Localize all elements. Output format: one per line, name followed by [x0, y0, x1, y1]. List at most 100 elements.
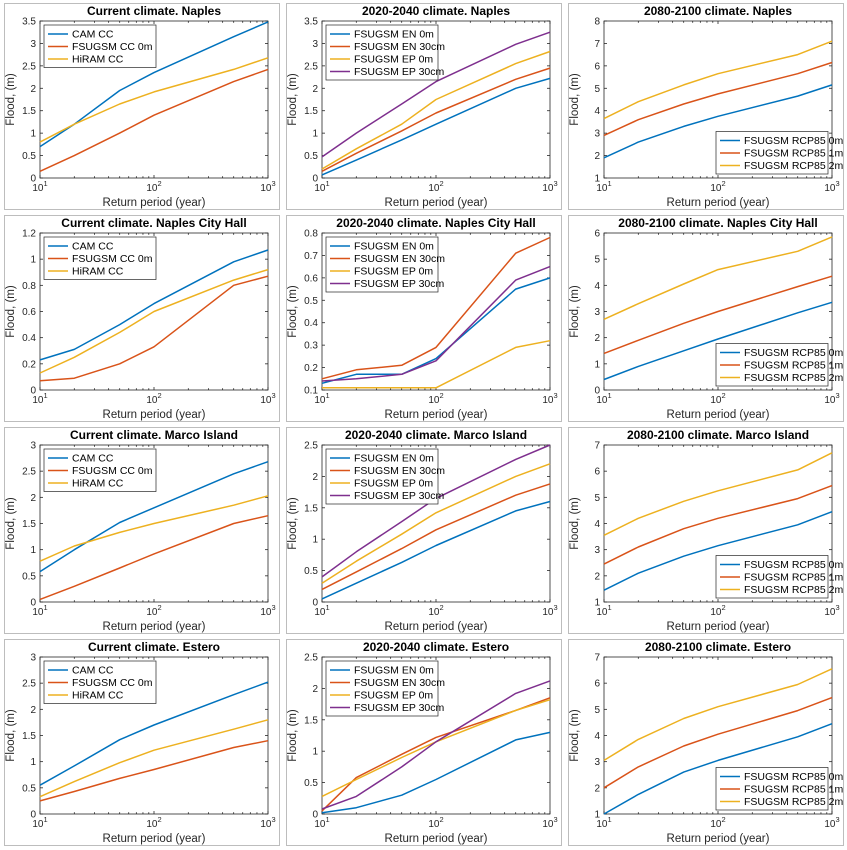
series-line-2	[39, 68, 269, 172]
series-line-1	[39, 681, 269, 786]
x-tick-label: 101	[314, 815, 329, 830]
legend-label: FSUGSM EN 0m	[354, 665, 434, 677]
y-tick-label: 2.5	[304, 441, 318, 452]
series-line-3	[321, 698, 551, 798]
series-line-3	[321, 50, 551, 170]
y-tick-label: 1	[30, 545, 36, 556]
y-tick-label: 2	[30, 84, 36, 95]
chart-panel-9: 2080-2100 climate. Marco Island 1 2 3 4 5 6 7 10…	[568, 427, 844, 634]
y-tick-label: 1	[594, 359, 600, 370]
chart-panel-3: 2080-2100 climate. Naples 1 2 3 4 5 6 7 8 101 102 1…	[568, 3, 844, 210]
x-tick-label: 103	[260, 179, 275, 194]
chart-title: 2080-2100 climate. Estero	[645, 640, 791, 654]
series-line-2	[39, 275, 269, 382]
series-line-4	[321, 444, 551, 578]
y-tick-label: 1	[594, 174, 600, 185]
x-tick-label: 101	[596, 179, 611, 194]
legend-label: FSUGSM EN 30cm	[354, 41, 445, 53]
chart-title: 2080-2100 climate. Marco Island	[627, 428, 809, 442]
series-line-2	[321, 67, 551, 172]
chart-title: 2020-2040 climate. Marco Island	[345, 428, 527, 442]
legend-label: CAM CC	[72, 665, 114, 677]
x-tick-label: 102	[428, 603, 443, 618]
y-tick-label: 0.5	[304, 778, 318, 789]
chart-title: Current climate. Naples	[87, 4, 221, 18]
y-tick-label: 5	[594, 493, 600, 504]
x-tick-label: 102	[710, 603, 725, 618]
legend-label: CAM CC	[72, 29, 114, 41]
y-tick-label: 1	[594, 598, 600, 609]
legend-label: FSUGSM EP 0m	[354, 478, 433, 490]
x-tick-label: 103	[824, 603, 839, 618]
series-line-3	[603, 668, 833, 762]
y-tick-label: 1	[312, 747, 318, 758]
x-tick-label: 101	[314, 391, 329, 406]
y-axis-label: Flood, (m)	[5, 285, 17, 338]
legend-label: FSUGSM CC 0m	[72, 677, 153, 689]
y-tick-label: 2.5	[304, 653, 318, 664]
y-tick-label: 6	[594, 679, 600, 690]
y-tick-label: 1.5	[304, 106, 318, 117]
x-axis-label: Return period (year)	[385, 197, 488, 209]
chart-svg: 2080-2100 climate. Naples 1 2 3 4 5 6 7 8 101 102 1…	[568, 3, 844, 210]
series-line-3	[321, 463, 551, 584]
y-tick-label: 1.5	[304, 503, 318, 514]
y-tick-label: 0	[30, 174, 36, 185]
chart-title: 2020-2040 climate. Naples	[362, 4, 510, 18]
legend-label: FSUGSM RCP85 2m	[744, 584, 843, 596]
chart-panel-2: 2020-2040 climate. Naples 0 0.5 1 1.5 2 2.5 3 3.…	[286, 3, 562, 210]
legend-label: FSUGSM RCP85 2m	[744, 796, 843, 808]
y-tick-label: 2.5	[304, 61, 318, 72]
y-tick-label: 8	[594, 17, 600, 28]
legend-label: FSUGSM EP 30cm	[354, 702, 444, 714]
y-tick-label: 4	[594, 106, 600, 117]
y-tick-label: 0.5	[304, 296, 318, 307]
y-tick-label: 0	[30, 598, 36, 609]
legend-label: FSUGSM EN 30cm	[354, 253, 445, 265]
x-tick-label: 103	[542, 391, 557, 406]
y-tick-label: 7	[594, 441, 600, 452]
x-tick-label: 103	[542, 815, 557, 830]
series-line-1	[321, 77, 551, 176]
x-tick-label: 103	[260, 603, 275, 618]
series-line-3	[39, 268, 269, 374]
series-line-2	[39, 739, 269, 802]
y-tick-label: 2	[594, 571, 600, 582]
y-tick-label: 1.5	[22, 519, 36, 530]
y-tick-label: 5	[594, 255, 600, 266]
chart-svg: 2020-2040 climate. Estero 0 0.5 1 1.5 2 2.5 101…	[286, 639, 562, 846]
x-tick-label: 102	[428, 179, 443, 194]
legend-label: FSUGSM RCP85 1m	[744, 572, 843, 584]
series-line-2	[603, 484, 833, 565]
y-tick-label: 3.5	[304, 17, 318, 28]
x-tick-label: 101	[596, 815, 611, 830]
y-tick-label: 7	[594, 39, 600, 50]
series-line-1	[321, 277, 551, 385]
y-axis-label: Flood, (m)	[5, 709, 17, 762]
y-tick-label: 6	[594, 467, 600, 478]
x-axis-label: Return period (year)	[103, 197, 206, 209]
x-tick-label: 103	[542, 179, 557, 194]
series-line-3	[39, 57, 269, 143]
y-tick-label: 0.4	[22, 333, 36, 344]
y-tick-label: 2.5	[22, 467, 36, 478]
y-axis-label: Flood, (m)	[5, 73, 17, 126]
panel-frame	[568, 639, 844, 846]
legend-label: FSUGSM RCP85 0m	[744, 347, 843, 359]
y-tick-label: 7	[594, 653, 600, 664]
x-axis-label: Return period (year)	[385, 621, 488, 633]
x-tick-label: 101	[32, 815, 47, 830]
y-tick-label: 3	[594, 545, 600, 556]
series-line-1	[321, 500, 551, 600]
x-tick-label: 102	[146, 815, 161, 830]
x-axis-label: Return period (year)	[103, 621, 206, 633]
y-tick-label: 2.5	[22, 61, 36, 72]
y-tick-label: 1	[312, 129, 318, 140]
y-tick-label: 0.8	[22, 281, 36, 292]
x-tick-label: 103	[824, 815, 839, 830]
y-tick-label: 0	[594, 386, 600, 397]
y-tick-label: 1	[30, 129, 36, 140]
